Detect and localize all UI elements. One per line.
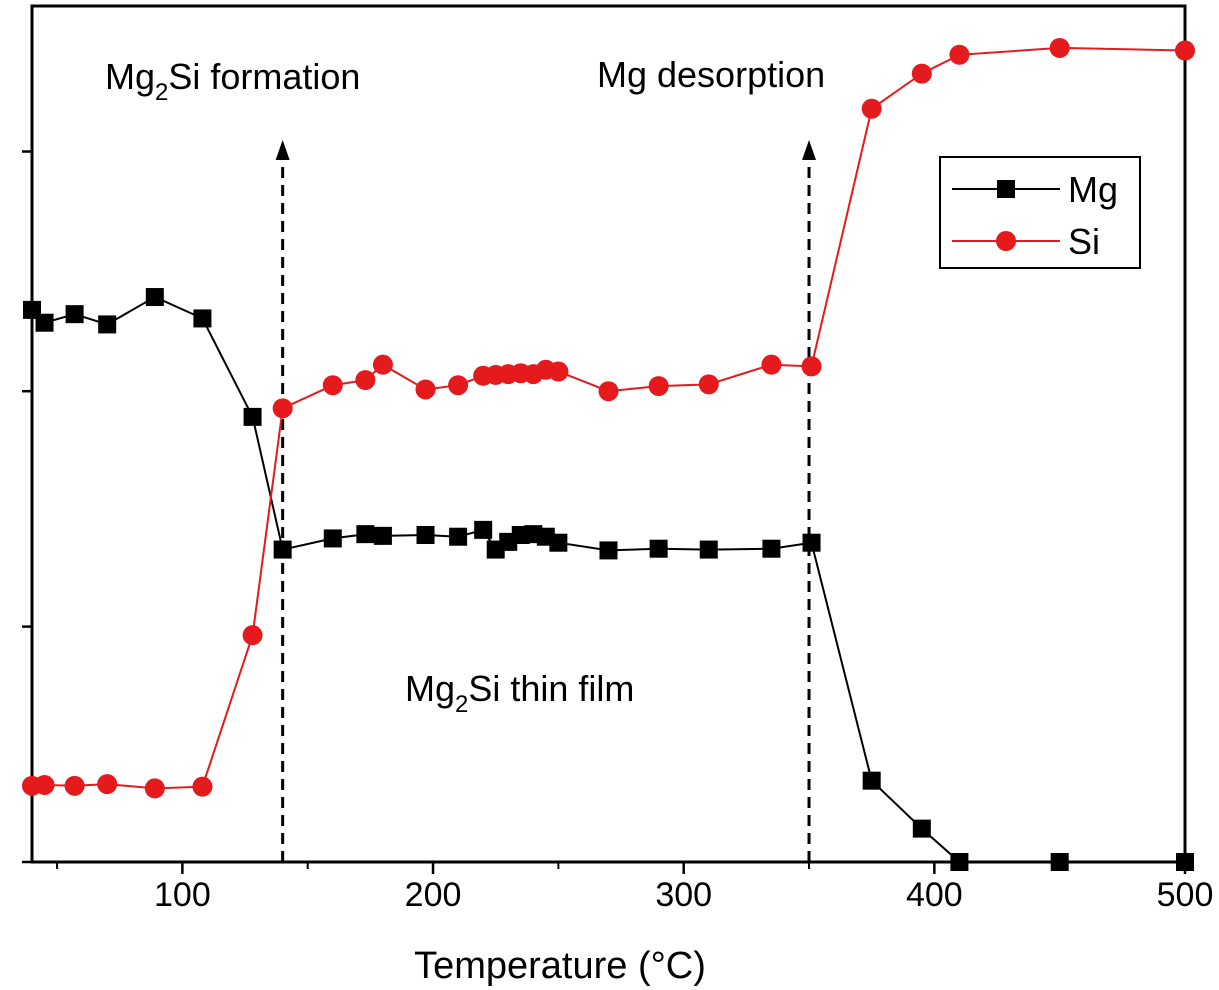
annotation-arrow-head-1	[802, 140, 817, 160]
point-mg-1	[35, 313, 54, 332]
point-si-7	[272, 398, 293, 419]
point-si-2	[64, 775, 85, 796]
x-tick-label-300: 300	[655, 876, 712, 914]
annotation-mg2si-thin-film: Mg2Si thin film	[405, 668, 634, 718]
point-mg-7	[273, 540, 292, 559]
annotation-arrow-head-0	[275, 140, 290, 160]
annotation-mg2si-formation: Mg2Si formation	[105, 56, 360, 106]
point-si-4	[144, 778, 165, 799]
point-mg-21	[649, 539, 668, 558]
series-layer	[22, 37, 1195, 871]
point-si-21	[648, 376, 669, 397]
point-si-10	[372, 354, 393, 375]
point-mg-10	[373, 526, 392, 545]
point-si-22	[698, 374, 719, 395]
point-si-24	[801, 356, 822, 377]
point-si-11	[415, 379, 436, 400]
point-mg-13	[474, 520, 493, 539]
x-tick-label-400: 400	[906, 876, 963, 914]
point-si-27	[949, 44, 970, 65]
x-tick-label-100: 100	[154, 876, 211, 914]
point-si-28	[1049, 37, 1070, 58]
point-mg-3	[98, 315, 117, 334]
legend: Mg Si	[939, 156, 1141, 269]
point-si-26	[911, 63, 932, 84]
point-si-23	[761, 354, 782, 375]
point-si-5	[192, 776, 213, 797]
x-axis-tick-labels: 100 200 300 400 500	[154, 876, 1213, 914]
point-si-20	[598, 381, 619, 402]
point-si-25	[861, 98, 882, 119]
legend-mg-marker	[997, 180, 1015, 198]
point-si-9	[355, 370, 376, 391]
point-si-3	[97, 774, 118, 795]
point-mg-25	[862, 771, 881, 790]
point-mg-24	[802, 533, 821, 552]
legend-si-label: Si	[1068, 221, 1100, 262]
point-si-12	[448, 375, 469, 396]
point-mg-11	[416, 526, 435, 545]
point-mg-28	[1050, 853, 1069, 871]
point-si-29	[1175, 40, 1195, 61]
point-mg-9	[356, 525, 375, 544]
point-si-19	[548, 361, 569, 382]
x-axis-title: Temperature (°C)	[414, 945, 706, 987]
x-axis-ticks	[56, 862, 1187, 874]
point-mg-8	[323, 529, 342, 548]
point-si-1	[34, 774, 55, 795]
point-mg-22	[699, 540, 718, 559]
point-mg-20	[599, 541, 618, 560]
point-mg-4	[145, 288, 164, 307]
annotation-arrows	[275, 140, 817, 862]
point-mg-6	[243, 407, 262, 426]
series-si	[22, 37, 1195, 799]
plot-frame	[30, 4, 1187, 864]
point-mg-19	[549, 533, 568, 552]
x-tick-label-500: 500	[1157, 876, 1214, 914]
legend-mg-label: Mg	[1068, 169, 1118, 210]
legend-box	[939, 156, 1141, 269]
point-mg-29	[1176, 853, 1194, 871]
y-axis-ticks	[22, 150, 32, 864]
point-mg-23	[762, 539, 781, 558]
point-mg-12	[449, 527, 468, 546]
legend-si-marker	[996, 231, 1016, 251]
point-si-6	[242, 625, 263, 646]
point-mg-2	[65, 305, 84, 324]
point-mg-27	[950, 853, 969, 871]
x-tick-label-200: 200	[405, 876, 462, 914]
point-mg-26	[912, 819, 931, 838]
series-mg	[23, 288, 1194, 871]
point-mg-5	[193, 309, 212, 328]
annotation-mg-desorption: Mg desorption	[597, 54, 825, 95]
point-si-8	[322, 375, 343, 396]
